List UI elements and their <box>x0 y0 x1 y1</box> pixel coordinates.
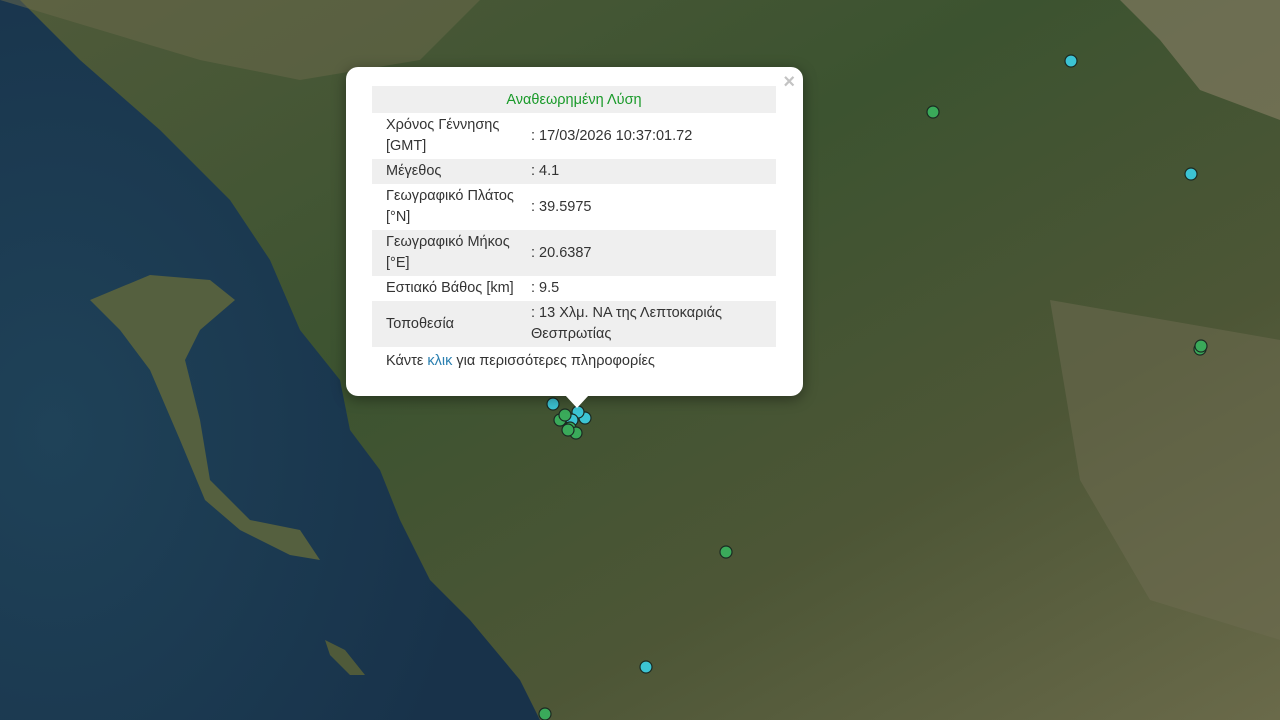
label: Μέγεθος <box>372 159 531 184</box>
earthquake-marker[interactable] <box>1194 339 1208 353</box>
label: Γεωγραφικό Πλάτος [°N] <box>386 188 514 225</box>
paxos-island <box>325 640 365 675</box>
earthquake-marker-recent[interactable] <box>546 397 560 411</box>
value: : 9.5 <box>531 280 560 296</box>
earthquake-marker[interactable] <box>719 545 733 559</box>
row-location: Τοποθεσία: 13 Χλμ. ΝΑ της Λεπτοκαριάς Θε… <box>372 301 776 347</box>
close-icon[interactable]: × <box>783 71 795 93</box>
row-longitude: Γεωγραφικό Μήκος [°E]: 20.6387 <box>372 230 776 276</box>
more-prefix: Κάντε <box>386 353 428 369</box>
plain-area <box>1050 300 1280 640</box>
popup-tip <box>565 395 589 408</box>
sea-area <box>0 0 540 720</box>
label: Χρόνος Γέννησης [GMT] <box>386 117 500 154</box>
row-latitude: Γεωγραφικό Πλάτος [°N] : 39.5975 <box>372 184 776 230</box>
more-info: Κάντε κλικ για περισσότερες πληροφορίες <box>372 347 776 374</box>
value: : 20.6387 <box>531 230 776 276</box>
plain-area <box>1120 0 1280 120</box>
value: : 13 Χλμ. ΝΑ της Λεπτοκαριάς Θεσπρωτίας <box>531 301 776 347</box>
earthquake-marker-recent[interactable] <box>639 660 653 674</box>
row-depth: Εστιακό Βάθος [km] : 9.5 <box>372 276 776 301</box>
more-suffix: για περισσότερες πληροφορίες <box>452 353 655 369</box>
label: Τοποθεσία <box>372 301 531 347</box>
earthquake-marker-recent[interactable] <box>1184 167 1198 181</box>
value: : 4.1 <box>531 159 776 184</box>
label: Εστιακό Βάθος [km] <box>386 280 514 296</box>
earthquake-marker[interactable] <box>926 105 940 119</box>
earthquake-marker[interactable] <box>561 423 575 437</box>
event-details-table: Αναθεωρημένη Λύση Χρόνος Γέννησης [GMT]:… <box>372 86 776 374</box>
label: Γεωγραφικό Μήκος [°E] <box>372 230 531 276</box>
corfu-island <box>90 275 320 560</box>
value: : 17/03/2026 10:37:01.72 <box>531 127 693 144</box>
value: : 39.5975 <box>531 198 592 215</box>
more-info-link[interactable]: κλικ <box>427 353 453 369</box>
mountain-area <box>0 0 480 80</box>
earthquake-marker[interactable] <box>538 707 552 720</box>
popup-title: Αναθεωρημένη Λύση <box>372 86 776 113</box>
earthquake-marker-recent[interactable] <box>1064 54 1078 68</box>
earthquake-popup: × Αναθεωρημένη Λύση Χρόνος Γέννησης [GMT… <box>346 67 803 396</box>
row-magnitude: Μέγεθος: 4.1 <box>372 159 776 184</box>
row-origin-time: Χρόνος Γέννησης [GMT] : 17/03/2026 10:37:… <box>372 113 776 159</box>
earthquake-marker[interactable] <box>558 408 572 422</box>
